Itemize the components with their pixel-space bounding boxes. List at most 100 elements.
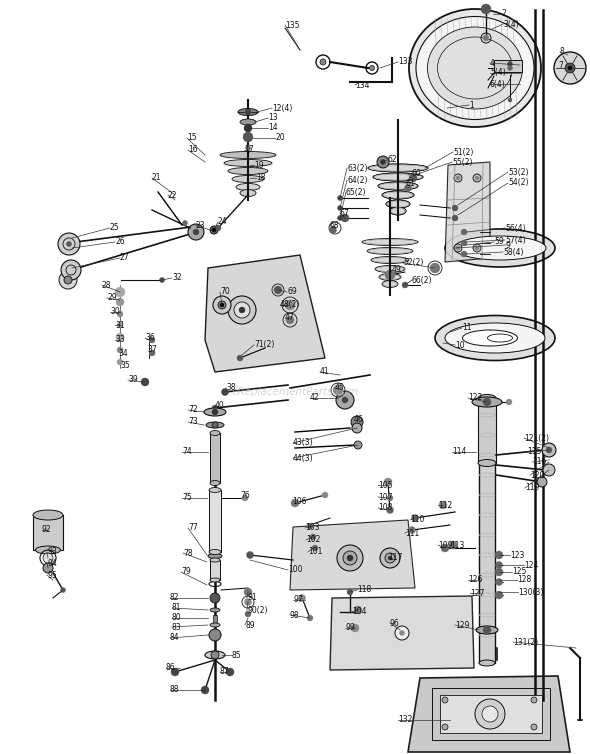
Text: 122: 122 (468, 394, 482, 403)
Text: 25: 25 (110, 223, 120, 232)
Ellipse shape (240, 189, 256, 197)
Circle shape (347, 589, 353, 595)
Ellipse shape (372, 258, 408, 262)
Text: 129: 129 (455, 621, 470, 630)
Text: 70: 70 (220, 287, 230, 296)
Circle shape (210, 593, 220, 603)
Circle shape (245, 109, 251, 115)
Text: 117: 117 (388, 553, 402, 562)
Ellipse shape (362, 238, 418, 246)
Circle shape (568, 66, 572, 70)
Circle shape (212, 422, 218, 428)
Circle shape (352, 423, 362, 433)
Ellipse shape (479, 660, 495, 666)
Bar (33, 515, 63, 550)
Circle shape (409, 174, 417, 182)
Text: 61: 61 (406, 179, 415, 188)
Text: 127: 127 (470, 589, 484, 597)
Circle shape (341, 214, 349, 222)
Ellipse shape (383, 192, 413, 198)
Circle shape (182, 220, 188, 225)
Text: 2: 2 (501, 10, 506, 19)
Text: 5(4): 5(4) (490, 69, 506, 78)
Text: 84: 84 (170, 633, 179, 642)
Circle shape (149, 337, 155, 343)
Ellipse shape (368, 164, 428, 172)
Text: 10: 10 (455, 341, 465, 350)
Text: 68: 68 (330, 220, 340, 229)
Ellipse shape (445, 323, 545, 353)
Ellipse shape (379, 183, 417, 189)
Ellipse shape (383, 281, 397, 287)
Circle shape (461, 240, 467, 246)
Text: 52(2): 52(2) (403, 259, 424, 268)
Ellipse shape (390, 207, 406, 215)
Circle shape (351, 624, 359, 632)
Circle shape (537, 477, 547, 487)
Circle shape (508, 98, 512, 102)
Circle shape (228, 296, 256, 324)
Polygon shape (494, 60, 522, 72)
Circle shape (115, 287, 125, 297)
Circle shape (454, 174, 462, 182)
Ellipse shape (479, 395, 495, 401)
Ellipse shape (369, 165, 427, 171)
Circle shape (322, 492, 328, 498)
Circle shape (215, 225, 221, 231)
Ellipse shape (228, 167, 268, 174)
Circle shape (243, 132, 253, 142)
Text: 93: 93 (47, 547, 57, 556)
Text: 102: 102 (306, 535, 320, 544)
Text: 17: 17 (244, 146, 254, 155)
Ellipse shape (367, 247, 413, 255)
Text: 128: 128 (517, 575, 531, 584)
Text: 9: 9 (506, 241, 511, 250)
Circle shape (354, 606, 362, 614)
Text: 3(4): 3(4) (503, 20, 519, 29)
Text: 30: 30 (110, 308, 120, 317)
Text: 103: 103 (305, 523, 320, 532)
Text: 35: 35 (120, 360, 130, 369)
Circle shape (408, 526, 415, 534)
Circle shape (312, 545, 318, 551)
Text: 13: 13 (268, 114, 278, 122)
Circle shape (43, 553, 53, 563)
Circle shape (441, 544, 449, 552)
Circle shape (237, 355, 243, 361)
Circle shape (495, 591, 503, 599)
Ellipse shape (232, 176, 264, 182)
Polygon shape (330, 596, 474, 670)
Ellipse shape (363, 240, 417, 244)
Circle shape (213, 296, 231, 314)
Text: 90(2): 90(2) (247, 605, 267, 615)
Circle shape (218, 301, 226, 309)
Circle shape (342, 397, 348, 403)
Text: 82: 82 (170, 593, 179, 602)
Circle shape (220, 303, 224, 307)
Text: 36: 36 (145, 333, 155, 342)
Text: 104: 104 (352, 608, 366, 617)
Circle shape (244, 588, 252, 596)
Ellipse shape (374, 174, 422, 180)
Circle shape (117, 347, 123, 353)
Circle shape (388, 556, 392, 560)
Text: 131(2): 131(2) (513, 637, 538, 646)
Text: 41: 41 (320, 367, 330, 376)
Ellipse shape (409, 9, 541, 127)
Text: 26: 26 (115, 238, 124, 247)
Ellipse shape (220, 152, 276, 158)
Text: 126: 126 (468, 575, 483, 584)
Text: 33: 33 (115, 336, 124, 345)
Text: 79: 79 (181, 568, 191, 577)
Text: 135: 135 (285, 20, 300, 29)
Text: 97: 97 (293, 596, 303, 605)
Text: 54(2): 54(2) (508, 179, 529, 188)
Ellipse shape (454, 236, 546, 260)
Circle shape (475, 246, 479, 250)
Text: 34: 34 (118, 348, 128, 357)
Text: 124: 124 (524, 560, 538, 569)
Text: 132: 132 (398, 716, 412, 725)
Circle shape (507, 66, 513, 71)
Text: 19: 19 (254, 161, 264, 170)
Circle shape (483, 398, 491, 406)
